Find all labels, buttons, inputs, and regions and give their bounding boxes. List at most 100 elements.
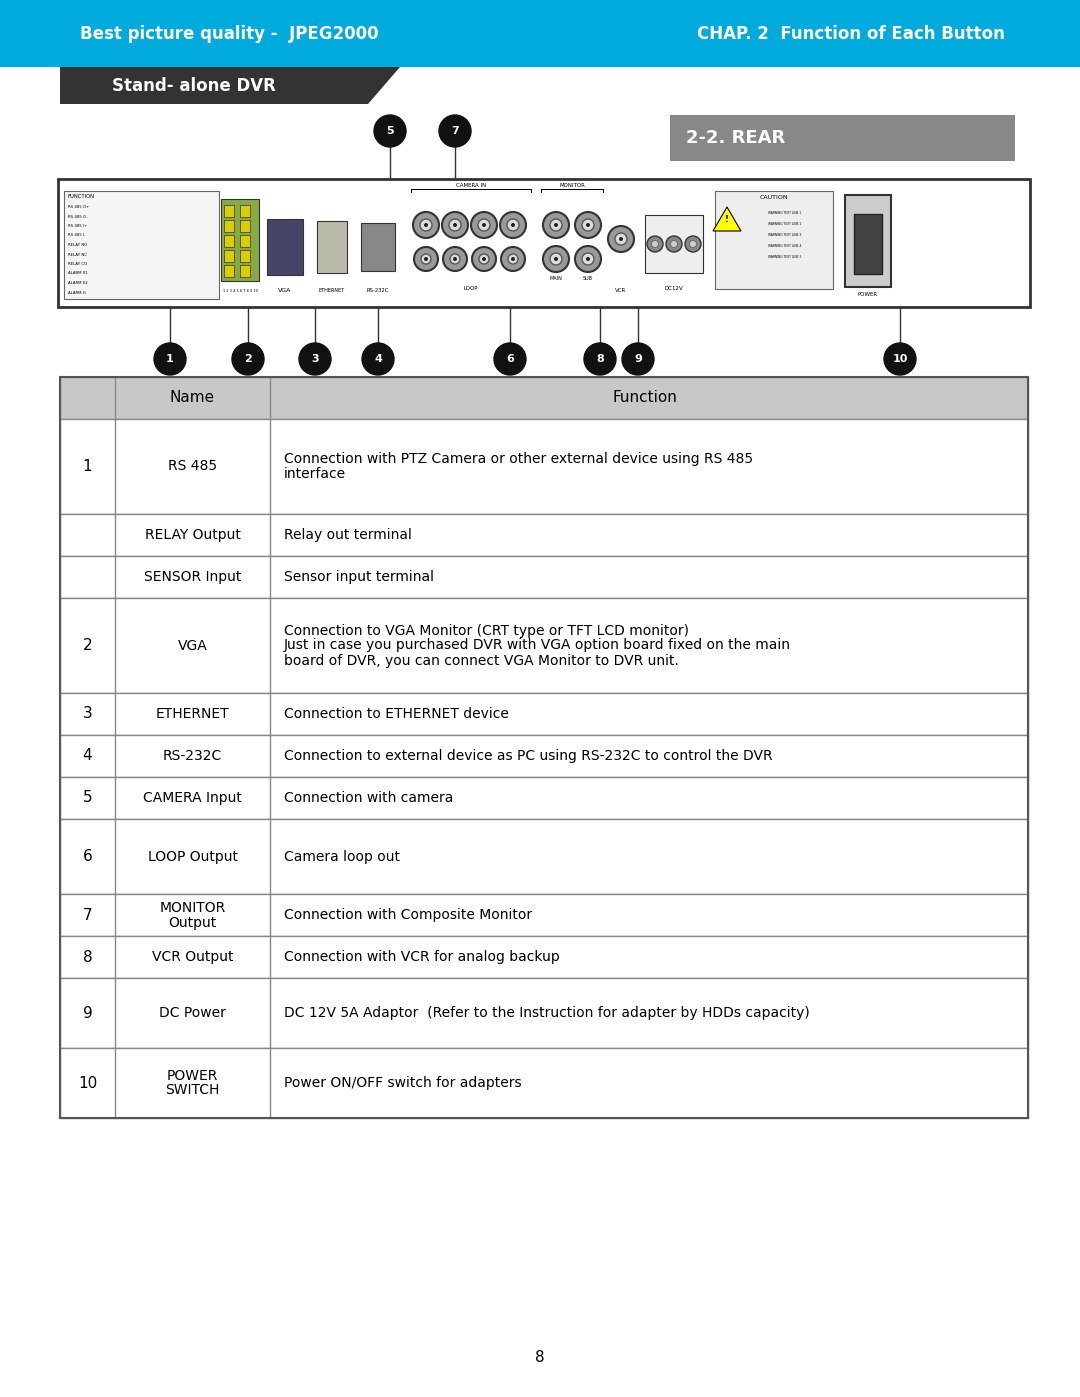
Circle shape (543, 246, 569, 272)
Text: ALARM 01: ALARM 01 (68, 271, 87, 275)
Text: 5: 5 (83, 791, 92, 806)
Text: SENSOR Input: SENSOR Input (144, 570, 241, 584)
Text: RELAY CO: RELAY CO (68, 263, 87, 265)
Text: FUNCTION: FUNCTION (68, 194, 95, 198)
Bar (240, 250, 249, 263)
Circle shape (666, 236, 681, 251)
Circle shape (480, 254, 489, 264)
Text: VCR Output: VCR Output (152, 950, 233, 964)
Text: CAMERA IN: CAMERA IN (456, 183, 486, 189)
Text: 9: 9 (83, 1006, 93, 1020)
Text: Camera loop out: Camera loop out (284, 849, 400, 863)
Text: 8: 8 (536, 1350, 544, 1365)
Text: SWITCH: SWITCH (165, 1084, 219, 1098)
Bar (0, 0, 1080, 67)
Bar (60, 735, 1028, 777)
Bar (60, 419, 1028, 514)
Text: MAIN: MAIN (550, 277, 563, 282)
Text: ETHERNET: ETHERNET (319, 289, 346, 293)
Circle shape (438, 115, 471, 147)
Text: VGA: VGA (279, 289, 292, 293)
Text: RS 485 I-: RS 485 I- (68, 233, 85, 237)
Bar (240, 265, 249, 277)
Text: Connection to external device as PC using RS-232C to control the DVR: Connection to external device as PC usin… (284, 749, 772, 763)
Text: Just in case you purchased DVR with VGA option board fixed on the main: Just in case you purchased DVR with VGA … (284, 638, 791, 652)
Text: 3: 3 (83, 707, 93, 721)
Text: RS 485 O+: RS 485 O+ (68, 205, 90, 210)
Bar (60, 936, 1028, 978)
Circle shape (424, 224, 428, 226)
Circle shape (414, 247, 438, 271)
Circle shape (550, 253, 562, 265)
Circle shape (374, 115, 406, 147)
Circle shape (500, 212, 526, 237)
Bar (60, 556, 1028, 598)
Circle shape (494, 344, 526, 374)
Bar (60, 693, 1028, 735)
Bar (58, 179, 1030, 307)
Circle shape (442, 212, 468, 237)
Circle shape (554, 257, 558, 261)
Bar (60, 894, 1028, 936)
Text: Connection with VCR for analog backup: Connection with VCR for analog backup (284, 950, 559, 964)
Bar (60, 978, 1028, 1048)
Circle shape (453, 257, 457, 261)
Text: VGA: VGA (177, 638, 207, 652)
Text: 7: 7 (83, 908, 92, 922)
Text: WARNING TEXT LINE 3: WARNING TEXT LINE 3 (768, 233, 801, 237)
Bar (670, 115, 1015, 161)
Text: VCR: VCR (616, 289, 626, 293)
Circle shape (450, 254, 460, 264)
Polygon shape (713, 207, 741, 231)
Text: 4: 4 (83, 749, 92, 764)
Text: RS-232C: RS-232C (367, 289, 389, 293)
Text: 2: 2 (83, 638, 92, 652)
Text: RELAY NC: RELAY NC (68, 253, 87, 257)
Circle shape (471, 212, 497, 237)
Circle shape (615, 233, 627, 244)
Circle shape (424, 257, 428, 261)
Circle shape (689, 240, 697, 247)
Text: CAUTION: CAUTION (759, 196, 788, 200)
Text: WARNING TEXT LINE 4: WARNING TEXT LINE 4 (768, 244, 801, 249)
Text: Stand- alone DVR: Stand- alone DVR (112, 77, 275, 95)
Circle shape (586, 224, 590, 226)
Text: !: ! (725, 215, 729, 224)
Text: RS 485: RS 485 (167, 460, 217, 474)
Circle shape (619, 237, 623, 242)
Circle shape (453, 224, 457, 226)
Bar (60, 1048, 1028, 1118)
Circle shape (472, 247, 496, 271)
Text: WARNING TEXT LINE 5: WARNING TEXT LINE 5 (768, 256, 801, 258)
Text: 1: 1 (83, 460, 92, 474)
Circle shape (478, 219, 490, 231)
Circle shape (508, 254, 518, 264)
Circle shape (507, 219, 519, 231)
Circle shape (586, 257, 590, 261)
Text: 3: 3 (311, 353, 319, 365)
Circle shape (554, 224, 558, 226)
Text: ALARM G: ALARM G (68, 291, 86, 295)
Text: Best picture quality -  JPEG2000: Best picture quality - JPEG2000 (80, 25, 379, 43)
Text: 2: 2 (244, 353, 252, 365)
Circle shape (575, 246, 600, 272)
Circle shape (671, 240, 677, 247)
Text: 4: 4 (374, 353, 382, 365)
Text: 10: 10 (892, 353, 907, 365)
Bar (845, 196, 891, 286)
Text: DC 12V 5A Adaptor  (Refer to the Instruction for adapter by HDDs capacity): DC 12V 5A Adaptor (Refer to the Instruct… (284, 1006, 810, 1020)
Circle shape (501, 247, 525, 271)
Text: CHAP. 2  Function of Each Button: CHAP. 2 Function of Each Button (697, 25, 1005, 43)
Text: WARNING TEXT LINE 1: WARNING TEXT LINE 1 (768, 211, 801, 215)
Bar (224, 250, 234, 263)
Bar (715, 191, 833, 289)
Text: LOOP Output: LOOP Output (148, 849, 238, 863)
Text: Name: Name (170, 391, 215, 405)
Text: Power ON/OFF switch for adapters: Power ON/OFF switch for adapters (284, 1076, 522, 1090)
Text: DC12V: DC12V (664, 286, 684, 292)
Text: 6: 6 (507, 353, 514, 365)
Text: RS-232C: RS-232C (163, 749, 222, 763)
Text: ALARM 02: ALARM 02 (68, 281, 87, 285)
Bar (318, 221, 347, 272)
Circle shape (511, 224, 515, 226)
